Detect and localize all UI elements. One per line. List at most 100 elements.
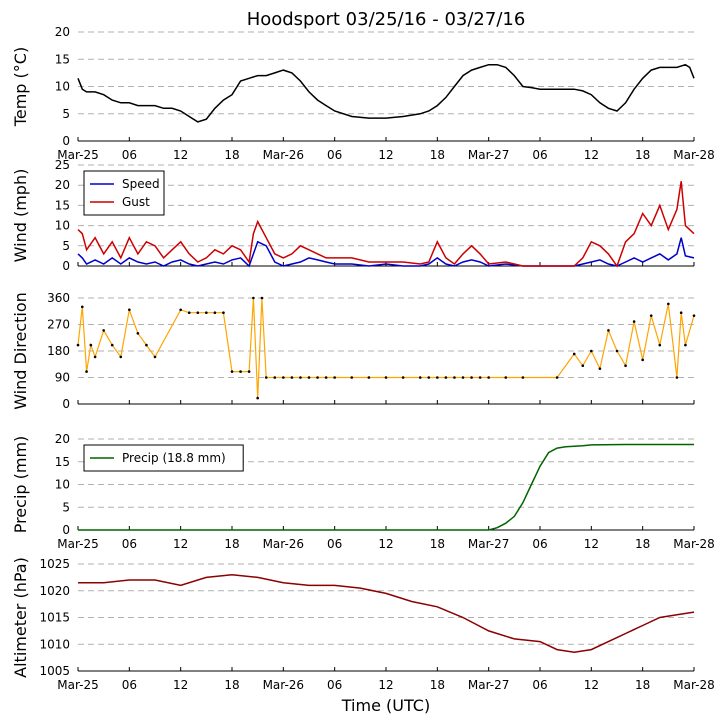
temp-x-tick-label: 12	[584, 148, 599, 162]
winddir-point	[487, 376, 490, 379]
altimeter-x-tick-label: Mar-27	[468, 678, 509, 692]
wind-legend-label: Speed	[122, 177, 160, 191]
winddir-point	[384, 376, 388, 379]
altimeter-y-tick-label: 1005	[39, 664, 70, 678]
precip-x-tick-label: 18	[635, 537, 650, 551]
winddir-point	[290, 376, 294, 379]
wind-y-tick-label: 5	[62, 239, 70, 253]
altimeter-x-tick-label: Mar-26	[263, 678, 304, 692]
temp-x-tick-label: Mar-25	[57, 148, 98, 162]
temp-x-tick-label: 12	[378, 148, 393, 162]
winddir-point	[273, 376, 277, 379]
winddir-point	[461, 376, 465, 379]
precip-y-tick-label: 10	[55, 478, 70, 492]
winddir-point	[598, 367, 602, 370]
winddir-point	[436, 376, 439, 379]
winddir-point	[675, 376, 679, 379]
winddir-point	[299, 376, 302, 379]
winddir-point	[649, 314, 653, 317]
panel-altimeter: 1005 1010 1015 1020 1025 Mar-25 06 12 18 Mar-26 06…	[11, 557, 715, 692]
winddir-y-tick-label: 180	[47, 344, 70, 358]
winddir-point	[590, 349, 593, 353]
winddir-point	[333, 376, 336, 379]
x-axis-title: Time (UTC)	[341, 696, 430, 715]
winddir-point	[632, 320, 636, 323]
precip-x-tick-label: 06	[327, 537, 342, 551]
altimeter-x-tick-label: 18	[635, 678, 650, 692]
wind-y-tick-label: 0	[62, 259, 70, 273]
panel-precip: 0 5 10 15 20 Mar-25 06 12 18 Mar-26 06 12 18 Mar-27 06…	[11, 432, 715, 551]
winddir-point	[615, 349, 619, 353]
winddir-point	[239, 370, 242, 373]
altimeter-x-tick-label: 12	[378, 678, 393, 692]
wind-series-gust	[77, 181, 695, 268]
altimeter-x-tick-label: Mar-25	[57, 678, 98, 692]
winddir-point	[350, 376, 354, 379]
temp-x-tick-label: 18	[635, 148, 650, 162]
winddir-point	[470, 376, 473, 379]
winddir-point	[658, 343, 662, 347]
winddir-point	[128, 308, 131, 312]
winddir-point	[307, 376, 311, 379]
winddir-point	[213, 311, 217, 315]
winddir-point	[316, 376, 319, 379]
altimeter-y-axis-title: Altimeter (hPa)	[11, 557, 30, 678]
temp-x-tick-label: 12	[173, 148, 188, 162]
precip-y-tick-label: 5	[62, 500, 70, 514]
winddir-point	[260, 296, 264, 300]
winddir-point	[478, 376, 482, 379]
altimeter-x-tick-label: Mar-28	[673, 678, 714, 692]
precip-x-tick-label: Mar-28	[673, 537, 714, 551]
precip-x-tick-label: Mar-27	[468, 537, 509, 551]
winddir-point	[264, 376, 268, 379]
temp-y-tick-label: 20	[55, 25, 70, 39]
winddir-series-direction	[77, 297, 695, 399]
altimeter-x-tick-label: 18	[430, 678, 445, 692]
winddir-y-axis-title: Wind Direction	[11, 292, 30, 410]
winddir-point	[692, 314, 696, 317]
altimeter-x-tick-label: 06	[122, 678, 137, 692]
altimeter-y-tick-label: 1025	[39, 557, 70, 571]
winddir-point	[282, 376, 285, 379]
winddir-point	[110, 343, 114, 347]
temp-x-tick-label: 06	[532, 148, 547, 162]
winddir-point	[153, 355, 157, 359]
winddir-point	[179, 308, 182, 312]
altimeter-y-tick-label: 1010	[39, 637, 70, 651]
temp-y-axis-title: Temp (°C)	[11, 47, 30, 127]
wind-y-tick-label: 10	[55, 219, 70, 233]
temp-x-tick-label: 18	[430, 148, 445, 162]
winddir-point	[119, 355, 123, 359]
precip-x-tick-label: 18	[430, 537, 445, 551]
winddir-point	[581, 364, 585, 368]
winddir-point	[504, 376, 508, 379]
winddir-point	[85, 370, 88, 373]
precip-y-tick-label: 15	[55, 455, 70, 469]
winddir-point	[679, 311, 683, 315]
panel-wind: 0 5 10 15 20 25 Wind (mph) Speed Gust	[11, 158, 695, 273]
winddir-point	[324, 376, 328, 379]
precip-x-tick-label: 12	[378, 537, 393, 551]
temp-y-tick-label: 0	[62, 134, 70, 148]
precip-legend-label: Precip (18.8 mm)	[122, 451, 226, 465]
winddir-y-tick-label: 270	[47, 318, 70, 332]
winddir-point	[196, 311, 200, 315]
winddir-point	[641, 358, 644, 362]
temp-y-tick-label: 5	[62, 107, 70, 121]
precip-y-tick-label: 20	[55, 432, 70, 446]
winddir-point	[572, 352, 576, 356]
wind-legend-box	[83, 170, 165, 216]
winddir-point	[76, 343, 80, 347]
precip-x-tick-label: Mar-25	[57, 537, 98, 551]
wind-legend-label: Gust	[122, 195, 150, 209]
winddir-point	[252, 296, 255, 300]
wind-y-tick-label: 25	[55, 158, 70, 172]
winddir-point	[205, 311, 208, 315]
temp-y-tick-label: 15	[55, 52, 70, 66]
altimeter-x-tick-label: 12	[173, 678, 188, 692]
precip-x-tick-label: 12	[173, 537, 188, 551]
precip-series-precip-18-8-mm-	[78, 443, 694, 531]
winddir-point	[444, 376, 448, 379]
winddir-point	[247, 370, 251, 373]
altimeter-y-tick-label: 1020	[39, 584, 70, 598]
